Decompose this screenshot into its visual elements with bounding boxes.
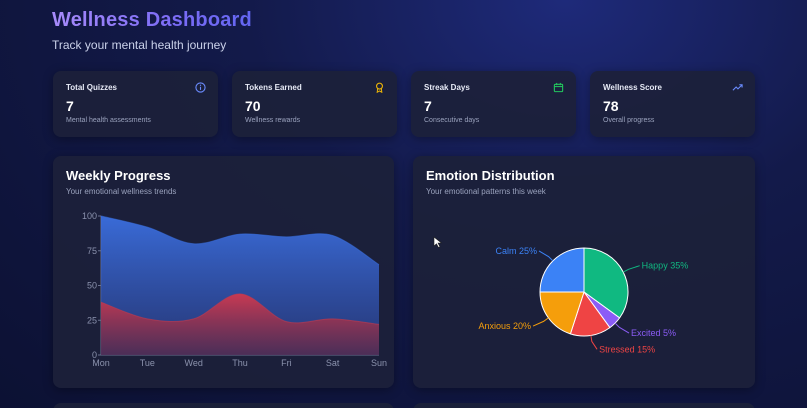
x-tick-label: Sun <box>371 358 387 368</box>
x-tick-label: Tue <box>140 358 155 368</box>
stat-card-wellness-score: Wellness Score 78 Overall progress <box>590 71 755 137</box>
pie-label-leader <box>532 317 549 327</box>
stat-label: Streak Days <box>424 83 470 92</box>
stat-card-streak-days: Streak Days 7 Consecutive days <box>411 71 576 137</box>
x-tick-label: Wed <box>184 358 202 368</box>
weekly-progress-title: Weekly Progress <box>66 168 171 183</box>
calendar-icon <box>553 82 564 93</box>
pie-slice-anxious <box>539 291 585 335</box>
pie-label-leader <box>622 265 640 273</box>
pie-label-excited: Excited 5% <box>631 328 676 338</box>
line-series-wellness <box>100 215 380 266</box>
stat-label: Wellness Score <box>603 83 662 92</box>
stat-desc: Overall progress <box>603 117 655 124</box>
area-series-stress <box>101 293 379 355</box>
pie-label-leader <box>590 335 598 350</box>
stat-desc: Wellness rewards <box>245 117 301 124</box>
y-tick-label: 25 <box>87 315 97 325</box>
header: Wellness Dashboard Track your mental hea… <box>52 9 252 52</box>
pie-label-stressed: Stressed 15% <box>599 344 655 354</box>
stat-desc: Mental health assessments <box>66 117 151 124</box>
stat-value: 7 <box>66 98 74 114</box>
area-series-wellness <box>101 216 379 355</box>
bottom-card-left <box>53 403 394 408</box>
page-subtitle: Track your mental health journey <box>52 38 227 52</box>
x-tick-label: Thu <box>232 358 248 368</box>
emotion-distribution-subtitle: Your emotional patterns this week <box>426 187 546 196</box>
pie-label-calm: Calm 25% <box>495 246 537 256</box>
info-icon <box>195 82 206 93</box>
pie-label-leader <box>538 250 554 262</box>
weekly-progress-panel: Weekly Progress Your emotional wellness … <box>53 156 394 388</box>
emotion-pie-chart: Happy 35% Excited 5% Stressed 15% Anxious 2… <box>479 246 689 354</box>
mouse-cursor-icon <box>433 236 443 248</box>
stat-card-tokens-earned: Tokens Earned 70 Wellness rewards <box>232 71 397 137</box>
pie-label-leader <box>614 322 630 334</box>
y-tick-label: 50 <box>87 281 97 291</box>
stat-value: 78 <box>603 98 619 114</box>
line-series-stress <box>100 293 380 325</box>
x-tick-label: Sat <box>326 358 340 368</box>
emotion-distribution-title: Emotion Distribution <box>426 168 555 183</box>
stat-value: 70 <box>245 98 261 114</box>
pie-label-anxious: Anxious 20% <box>479 321 532 331</box>
stat-label: Tokens Earned <box>245 83 302 92</box>
stat-desc: Consecutive days <box>424 117 480 124</box>
y-tick-label: 100 <box>82 211 97 221</box>
stat-card-total-quizzes: Total Quizzes 7 Mental health assessment… <box>53 71 218 137</box>
bottom-card-right <box>413 403 755 408</box>
pie-label-happy: Happy 35% <box>642 261 689 271</box>
y-tick-label: 75 <box>87 246 97 256</box>
x-tick-label: Mon <box>92 358 110 368</box>
page-title: Wellness Dashboard <box>52 9 252 31</box>
stat-label: Total Quizzes <box>66 83 117 92</box>
trending-up-icon <box>732 84 743 91</box>
pie-slice-calm <box>539 247 585 293</box>
weekly-progress-subtitle: Your emotional wellness trends <box>66 187 177 196</box>
weekly-progress-chart: 0 25 50 75 100 Mon Tue Wed Thu Fri Sat Sun <box>82 211 387 368</box>
y-tick-label: 0 <box>92 350 97 360</box>
emotion-distribution-panel: Emotion Distribution Your emotional patt… <box>413 156 755 388</box>
stat-value: 7 <box>424 98 432 114</box>
award-icon <box>376 82 383 93</box>
x-tick-label: Fri <box>281 358 292 368</box>
